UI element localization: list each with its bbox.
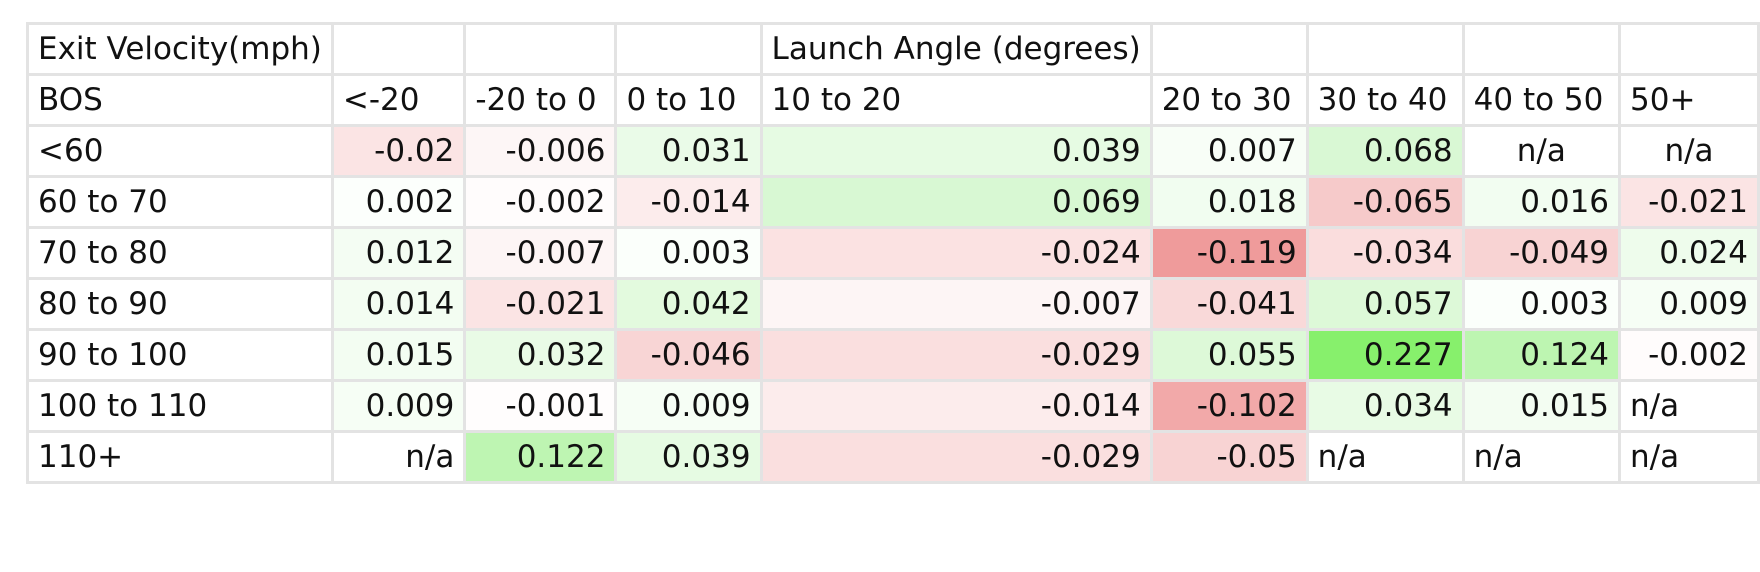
row-label: 100 to 110 <box>26 379 334 433</box>
title-cell <box>1305 22 1465 76</box>
value-cell: 0.227 <box>1305 328 1465 382</box>
column-header: 10 to 20 <box>759 73 1153 127</box>
run-value-grid: Exit Velocity(mph) Launch Angle (degrees… <box>26 22 1760 484</box>
value-cell: -0.006 <box>463 124 618 178</box>
value-cell: 0.034 <box>1305 379 1465 433</box>
value-cell: 0.032 <box>463 328 618 382</box>
value-cell: 0.124 <box>1461 328 1622 382</box>
value-cell: -0.029 <box>759 328 1153 382</box>
value-cell: 0.039 <box>759 124 1153 178</box>
value-cell: 0.002 <box>330 175 467 229</box>
value-cell: n/a <box>1305 430 1465 484</box>
table-row: 80 to 90 0.014 -0.021 0.042 -0.007 -0.041 0.05… <box>26 277 1760 331</box>
value-cell: -0.021 <box>463 277 618 331</box>
value-cell: -0.034 <box>1305 226 1465 280</box>
value-cell: -0.02 <box>330 124 467 178</box>
table-row: 90 to 100 0.015 0.032 -0.046 -0.029 0.055 0.22… <box>26 328 1760 382</box>
value-cell: -0.001 <box>463 379 618 433</box>
value-cell: 0.015 <box>330 328 467 382</box>
value-cell: -0.102 <box>1149 379 1309 433</box>
value-cell: n/a <box>1461 124 1622 178</box>
value-cell: -0.007 <box>759 277 1153 331</box>
column-header: <-20 <box>330 73 467 127</box>
column-header: 20 to 30 <box>1149 73 1309 127</box>
value-cell: 0.009 <box>1618 277 1760 331</box>
column-header: -20 to 0 <box>463 73 618 127</box>
title-cell <box>330 22 467 76</box>
exit-velocity-title: Exit Velocity(mph) <box>26 22 334 76</box>
value-cell: -0.065 <box>1305 175 1465 229</box>
row-label: 80 to 90 <box>26 277 334 331</box>
value-cell: n/a <box>1618 379 1760 433</box>
column-header: 30 to 40 <box>1305 73 1465 127</box>
row-label: 110+ <box>26 430 334 484</box>
value-cell: -0.049 <box>1461 226 1622 280</box>
value-cell: -0.024 <box>759 226 1153 280</box>
column-header: 40 to 50 <box>1461 73 1622 127</box>
value-cell: 0.015 <box>1461 379 1622 433</box>
value-cell: -0.014 <box>759 379 1153 433</box>
value-cell: -0.021 <box>1618 175 1760 229</box>
value-cell: 0.039 <box>614 430 763 484</box>
value-cell: 0.031 <box>614 124 763 178</box>
value-cell: 0.003 <box>614 226 763 280</box>
row-label: <60 <box>26 124 334 178</box>
value-cell: 0.003 <box>1461 277 1622 331</box>
header-row: BOS <-20 -20 to 0 0 to 10 10 to 20 20 to… <box>26 73 1760 127</box>
column-header: 0 to 10 <box>614 73 763 127</box>
title-cell <box>1461 22 1622 76</box>
value-cell: 0.009 <box>614 379 763 433</box>
column-header: 50+ <box>1618 73 1760 127</box>
row-label: 90 to 100 <box>26 328 334 382</box>
value-cell: n/a <box>330 430 467 484</box>
value-cell: -0.05 <box>1149 430 1309 484</box>
table-row: 60 to 70 0.002 -0.002 -0.014 0.069 0.018 -0.06… <box>26 175 1760 229</box>
value-cell: 0.042 <box>614 277 763 331</box>
value-cell: -0.007 <box>463 226 618 280</box>
row-label: 70 to 80 <box>26 226 334 280</box>
team-header: BOS <box>26 73 334 127</box>
value-cell: 0.016 <box>1461 175 1622 229</box>
value-cell: n/a <box>1461 430 1622 484</box>
value-cell: 0.007 <box>1149 124 1309 178</box>
value-cell: 0.069 <box>759 175 1153 229</box>
value-cell: -0.014 <box>614 175 763 229</box>
title-cell <box>614 22 763 76</box>
value-cell: 0.055 <box>1149 328 1309 382</box>
value-cell: 0.009 <box>330 379 467 433</box>
table-row: <60 -0.02 -0.006 0.031 0.039 0.007 0.068 n/a n/a <box>26 124 1760 178</box>
title-cell <box>1149 22 1309 76</box>
value-cell: -0.041 <box>1149 277 1309 331</box>
value-cell: n/a <box>1618 430 1760 484</box>
title-cell <box>1618 22 1760 76</box>
grid-body: Exit Velocity(mph) Launch Angle (degrees… <box>26 22 1760 484</box>
table-row: 110+ n/a 0.122 0.039 -0.029 -0.05 n/a n/a n/a <box>26 430 1760 484</box>
value-cell: -0.046 <box>614 328 763 382</box>
value-cell: 0.122 <box>463 430 618 484</box>
value-cell: 0.018 <box>1149 175 1309 229</box>
value-cell: 0.057 <box>1305 277 1465 331</box>
table-row: 100 to 110 0.009 -0.001 0.009 -0.014 -0.102 0.… <box>26 379 1760 433</box>
value-cell: 0.024 <box>1618 226 1760 280</box>
value-cell: 0.068 <box>1305 124 1465 178</box>
row-label: 60 to 70 <box>26 175 334 229</box>
value-cell: -0.119 <box>1149 226 1309 280</box>
title-cell <box>463 22 618 76</box>
value-cell: -0.002 <box>463 175 618 229</box>
table-row: 70 to 80 0.012 -0.007 0.003 -0.024 -0.119 -0.0… <box>26 226 1760 280</box>
value-cell: -0.029 <box>759 430 1153 484</box>
value-cell: 0.012 <box>330 226 467 280</box>
value-cell: 0.014 <box>330 277 467 331</box>
launch-angle-title: Launch Angle (degrees) <box>759 22 1153 76</box>
value-cell: n/a <box>1618 124 1760 178</box>
value-cell: -0.002 <box>1618 328 1760 382</box>
title-row: Exit Velocity(mph) Launch Angle (degrees… <box>26 22 1760 76</box>
